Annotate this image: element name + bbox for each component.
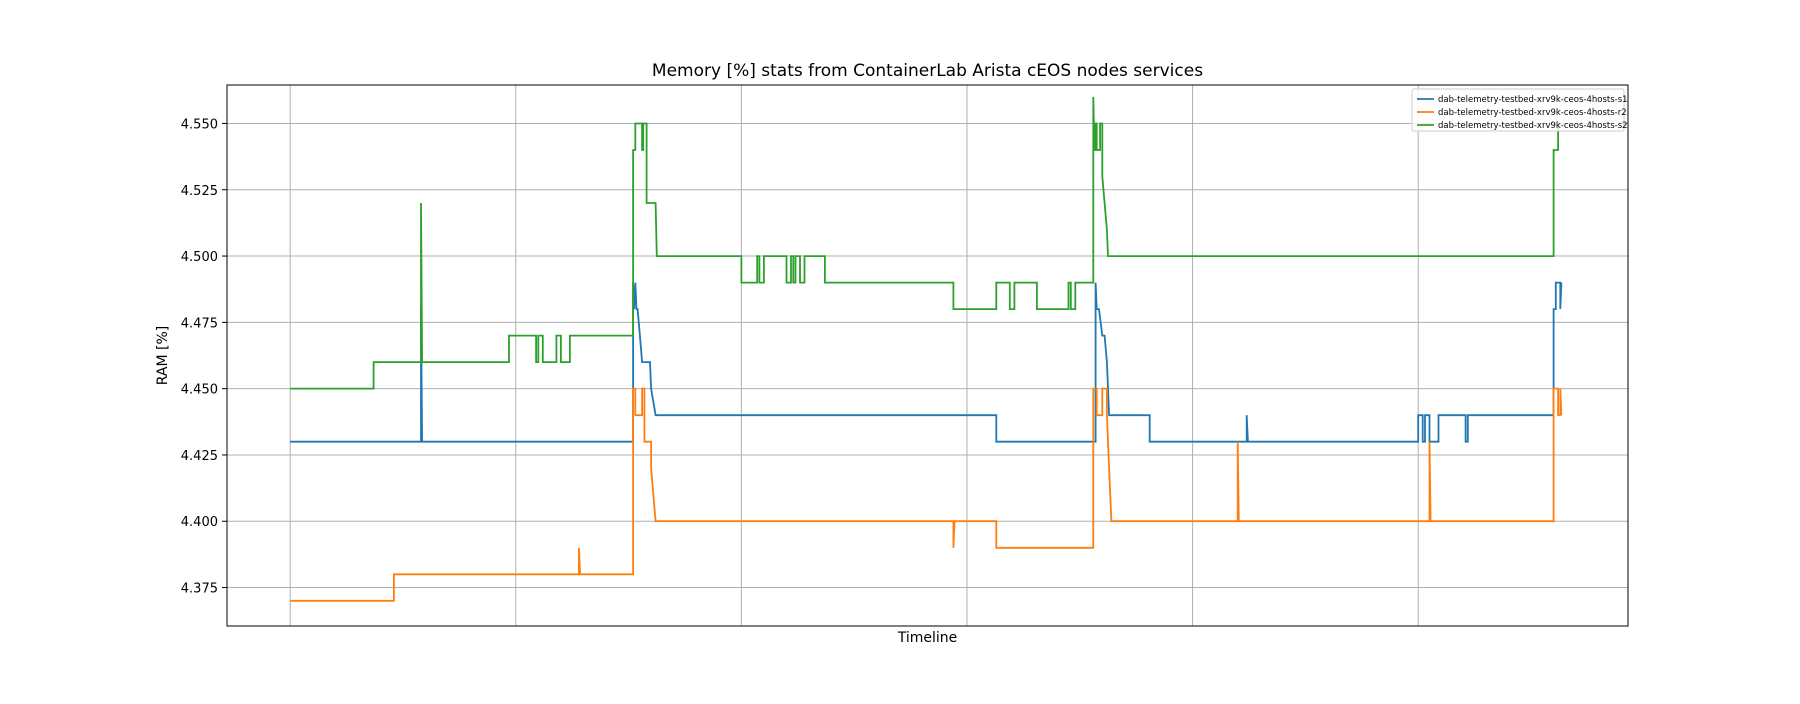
chart-title: Memory [%] stats from ContainerLab Arist… — [652, 61, 1203, 81]
legend-label: dab-telemetry-testbed-xrv9k-ceos-4hosts-… — [1438, 95, 1628, 105]
series-lines — [290, 96, 1563, 602]
series-line-0 — [290, 281, 1563, 443]
y-tick-label: 4.475 — [181, 316, 218, 331]
legend: dab-telemetry-testbed-xrv9k-ceos-4hosts-… — [1411, 88, 1628, 132]
y-ticks: 4.375 4.400 4.425 4.450 4.475 4.500 4.525 4.550 — [181, 117, 227, 597]
y-tick-label: 4.375 — [181, 582, 218, 597]
y-tick-label: 4.400 — [181, 515, 218, 530]
series-line-1 — [290, 387, 1563, 602]
y-axis-label: RAM [%] — [155, 326, 171, 386]
y-tick-label: 4.425 — [181, 449, 218, 464]
y-tick-label: 4.500 — [181, 250, 218, 265]
y-tick-label: 4.550 — [181, 117, 218, 132]
plot-frame — [226, 84, 1629, 627]
legend-label: dab-telemetry-testbed-xrv9k-ceos-4hosts-… — [1438, 108, 1627, 118]
x-axis-label: Timeline — [897, 630, 958, 646]
legend-label: dab-telemetry-testbed-xrv9k-ceos-4hosts-… — [1438, 121, 1628, 131]
y-tick-label: 4.450 — [181, 383, 218, 398]
legend-box — [1411, 88, 1625, 132]
grid — [227, 85, 1628, 626]
series-line-2 — [290, 96, 1562, 390]
y-tick-label: 4.525 — [181, 184, 218, 199]
